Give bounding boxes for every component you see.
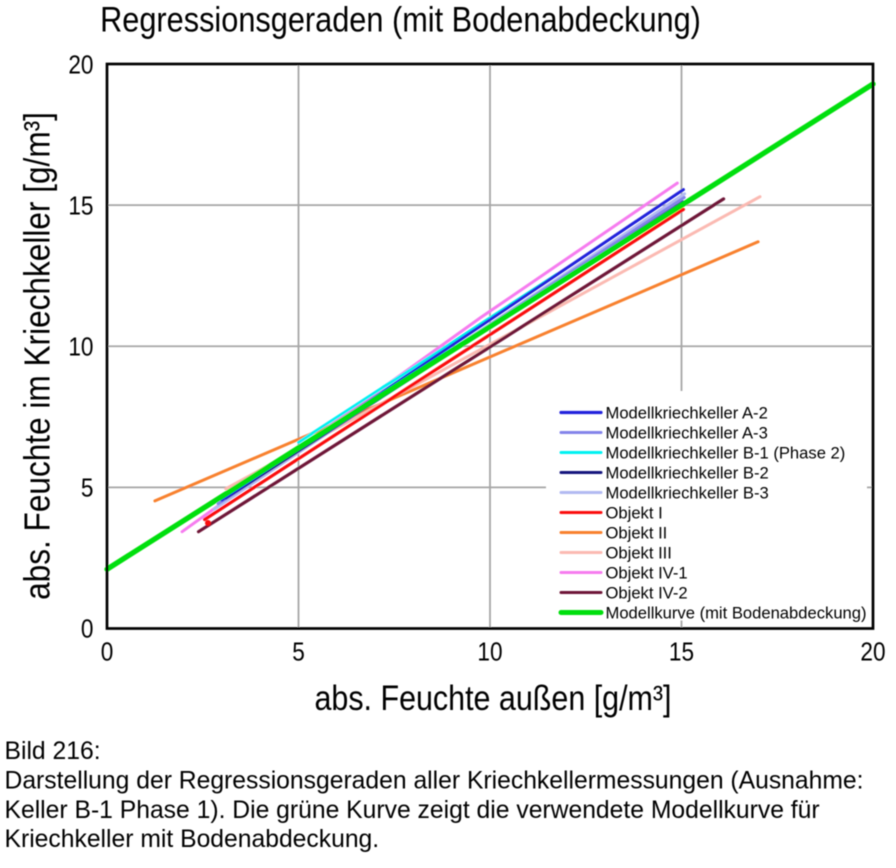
svg-text:Objekt I: Objekt I	[606, 503, 663, 522]
svg-text:20: 20	[68, 51, 93, 80]
svg-text:0: 0	[101, 638, 114, 667]
svg-text:15: 15	[669, 638, 694, 667]
svg-text:Modellkriechkeller A-2: Modellkriechkeller A-2	[606, 403, 768, 422]
svg-text:Modellkriechkeller B-2: Modellkriechkeller B-2	[606, 463, 769, 482]
svg-text:Darstellung der Regressionsger: Darstellung der Regressionsgeraden aller…	[5, 768, 864, 795]
svg-text:Modellkriechkeller A-3: Modellkriechkeller A-3	[606, 423, 768, 442]
svg-text:Bild 216:: Bild 216:	[5, 738, 101, 765]
svg-text:0: 0	[81, 615, 94, 644]
svg-text:Keller B-1 Phase 1). Die grüne: Keller B-1 Phase 1). Die grüne Kurve zei…	[5, 797, 820, 824]
svg-text:Objekt IV-2: Objekt IV-2	[606, 583, 688, 602]
svg-text:Modellkurve (mit Bodenabdeckun: Modellkurve (mit Bodenabdeckung)	[606, 603, 867, 622]
svg-text:Modellkriechkeller B-3: Modellkriechkeller B-3	[606, 483, 769, 502]
svg-text:5: 5	[292, 638, 305, 667]
svg-text:abs. Feuchte außen [g/m³]: abs. Feuchte außen [g/m³]	[314, 678, 671, 717]
svg-text:Objekt II: Objekt II	[606, 523, 668, 542]
svg-text:Modellkriechkeller B-1 (Phase: Modellkriechkeller B-1 (Phase 2)	[606, 443, 846, 462]
svg-text:Kriechkeller mit Bodenabdeckun: Kriechkeller mit Bodenabdeckung.	[5, 826, 380, 853]
svg-text:10: 10	[68, 333, 93, 362]
svg-text:20: 20	[860, 638, 885, 667]
svg-text:Objekt IV-1: Objekt IV-1	[606, 563, 688, 582]
svg-text:Objekt III: Objekt III	[606, 543, 672, 562]
svg-text:10: 10	[477, 638, 502, 667]
svg-text:15: 15	[68, 192, 93, 221]
svg-text:Regressionsgeraden (mit Bodena: Regressionsgeraden (mit Bodenabdeckung)	[100, 0, 701, 39]
svg-text:5: 5	[81, 474, 94, 503]
svg-text:abs. Feuchte im Kriechkeller [: abs. Feuchte im Kriechkeller [g/m³]	[17, 112, 58, 600]
